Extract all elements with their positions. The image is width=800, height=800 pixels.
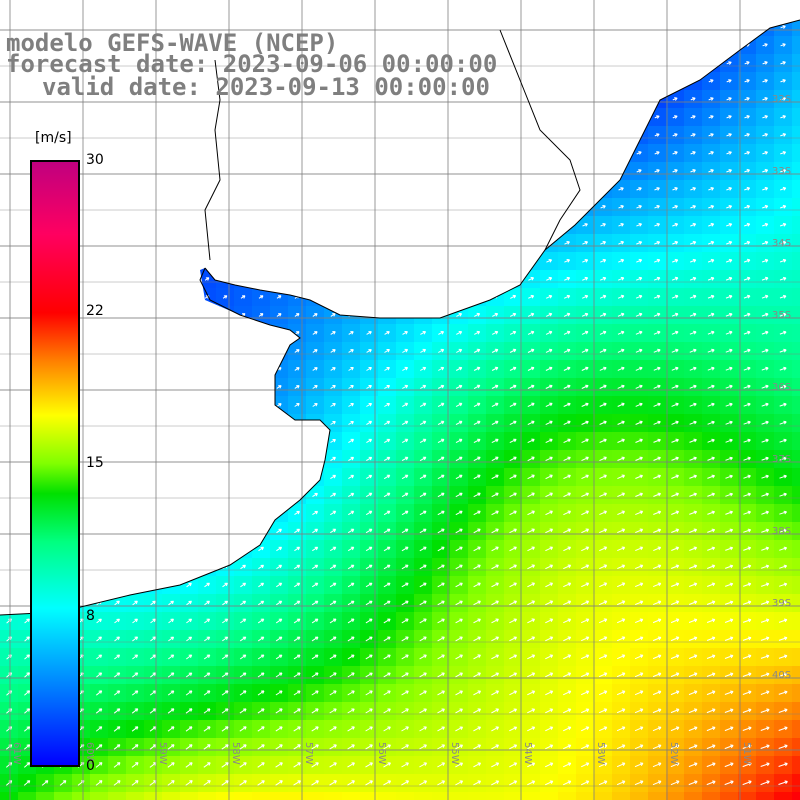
coastline: [0, 19, 800, 616]
lon-label: 57W: [303, 742, 314, 765]
colorbar-unit: [m/s]: [35, 130, 72, 146]
lon-label: 58W: [230, 742, 241, 765]
colorbar: [30, 160, 80, 767]
colorbar-tick-15: 15: [86, 455, 104, 471]
colorbar-tick-8: 8: [86, 608, 95, 624]
lat-label: 34S: [772, 238, 791, 249]
lon-label: 52W: [668, 742, 679, 765]
valid-date: valid date: 2023-09-13 00:00:00: [42, 73, 490, 101]
lat-label: 35S: [772, 310, 791, 321]
lon-label: 53W: [595, 742, 606, 765]
lat-label: 39S: [772, 598, 791, 609]
lat-label: 36S: [772, 382, 791, 393]
lon-label: 60W: [84, 742, 95, 765]
model-title: modelo GEFS-WAVE (NCEP): [6, 29, 339, 57]
lat-label: 38S: [772, 526, 791, 537]
lat-label: 37S: [772, 454, 791, 465]
lat-label: 40S: [772, 670, 791, 681]
lon-label: 54W: [522, 742, 533, 765]
colorbar-tick-22: 22: [86, 303, 104, 319]
lat-label: 32S: [772, 94, 791, 105]
lon-label: 59W: [157, 742, 168, 765]
forecast-date: forecast date: 2023-09-06 00:00:00: [6, 50, 498, 78]
colorbar-tick-30: 30: [86, 152, 104, 168]
lon-label: 55W: [449, 742, 460, 765]
lon-label: 51W: [741, 742, 752, 765]
lon-label: 56W: [376, 742, 387, 765]
colorbar-tick-0: 0: [86, 758, 95, 774]
lat-label: 33S: [772, 166, 791, 177]
lon-label: 61W: [11, 742, 22, 765]
